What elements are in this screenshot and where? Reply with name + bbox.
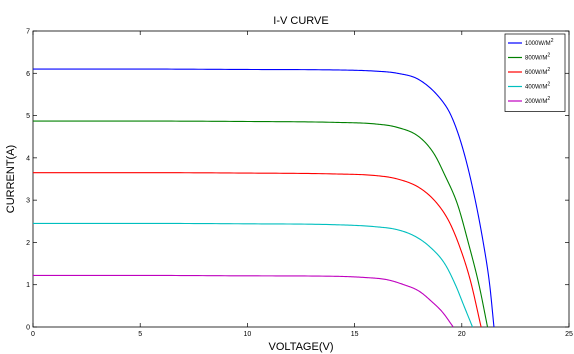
series-line-4: [33, 222, 474, 328]
y-tick-label: 4: [26, 155, 30, 162]
series-line-2: [33, 120, 489, 328]
legend-label: 400W/M: [525, 85, 547, 91]
legend-superscript: 2: [547, 53, 550, 59]
series-lines: [33, 68, 495, 328]
y-axis-label: CURRENT(A): [5, 145, 17, 213]
legend-superscript: 2: [551, 38, 554, 44]
plot-area: [32, 30, 570, 328]
legend-superscript: 2: [547, 67, 550, 73]
series-line-3: [33, 172, 482, 328]
x-tick-label: 25: [565, 331, 573, 338]
series-line-1: [33, 68, 495, 328]
legend-entry-2: 800W/M2: [525, 53, 550, 62]
x-axis-label: VOLTAGE(V): [269, 341, 334, 353]
legend-label: 600W/M: [525, 70, 547, 76]
y-tick-label: 3: [26, 198, 30, 205]
legend-superscript: 2: [547, 82, 550, 88]
y-tick-label: 7: [26, 29, 30, 36]
x-tick-label: 15: [351, 331, 359, 338]
chart-title: I-V CURVE: [273, 15, 328, 27]
x-tick-label: 0: [31, 331, 35, 338]
legend-label: 200W/M: [525, 99, 547, 105]
legend-label: 800W/M: [525, 56, 547, 62]
axis-ticks: 0 5 10 15 20 25 0 1 2 3 4 5 6 7: [26, 29, 573, 339]
y-tick-label: 2: [26, 240, 30, 247]
y-tick-label: 1: [26, 282, 30, 289]
legend-entry-5: 200W/M2: [525, 96, 550, 105]
legend-superscript: 2: [547, 96, 550, 102]
y-tick-label: 0: [26, 325, 30, 332]
legend-label: 1000W/M: [525, 41, 551, 47]
legend-entry-3: 600W/M2: [525, 67, 550, 76]
series-line-5: [33, 274, 454, 328]
legend-entry-4: 400W/M2: [525, 82, 550, 91]
x-tick-label: 5: [138, 331, 142, 338]
y-tick-label: 5: [26, 113, 30, 120]
y-tick-label: 6: [26, 71, 30, 78]
legend-box: [504, 33, 566, 112]
legend-entry-1: 1000W/M2: [525, 38, 554, 47]
x-tick-label: 10: [244, 331, 252, 338]
x-tick-label: 20: [458, 331, 466, 338]
